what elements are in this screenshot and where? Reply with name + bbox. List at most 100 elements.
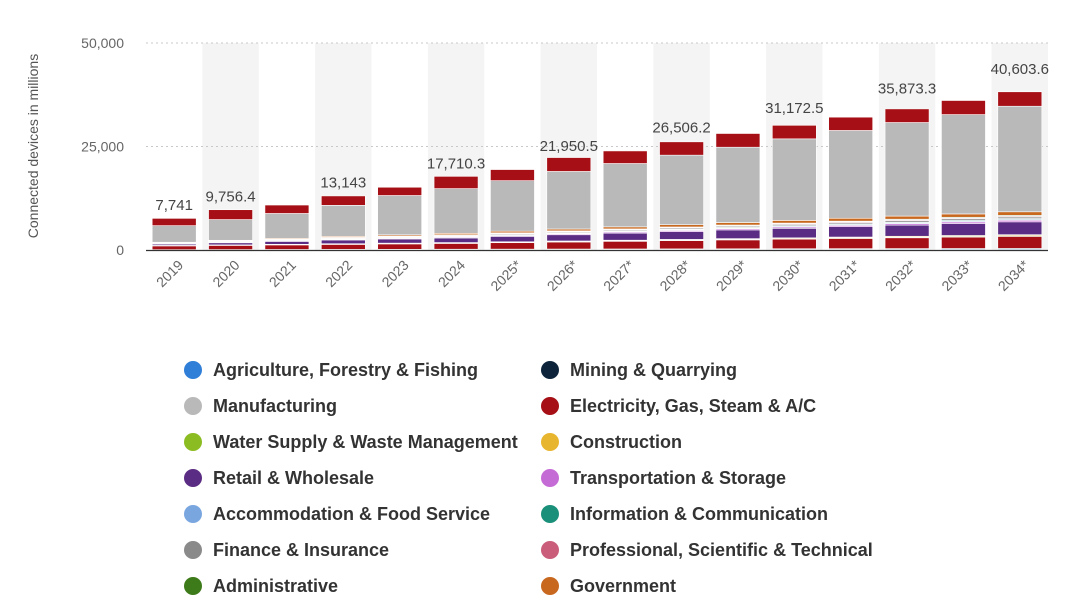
legend-item[interactable]: Accommodation & Food Service (184, 500, 541, 528)
bar-segment (264, 244, 310, 250)
x-tick-label: 2027* (600, 256, 638, 294)
bar-stack (884, 108, 930, 251)
bar-stack (772, 124, 817, 251)
x-tick-label: 2025* (487, 256, 525, 294)
legend-marker-icon (541, 469, 559, 487)
legend-item[interactable]: Information & Communication (541, 500, 901, 528)
y-tick-label: 25,000 (81, 139, 124, 155)
legend-item[interactable]: Transportation & Storage (541, 464, 901, 492)
legend-label: Government (570, 575, 677, 596)
legend-marker-icon (541, 541, 559, 559)
bar-segment (546, 171, 592, 230)
legend-item[interactable]: Electricity, Gas, Steam & A/C (541, 392, 901, 420)
legend-marker-icon (541, 505, 559, 523)
legend-item[interactable]: Agriculture, Forestry & Fishing (184, 356, 541, 384)
bar-segment (208, 209, 253, 220)
x-tick-label: 2029* (713, 256, 751, 294)
bar-segment (490, 236, 535, 243)
total-label: 21,950.5 (540, 138, 598, 155)
legend-label: Finance & Insurance (213, 539, 390, 560)
legend-item[interactable]: Administrative (184, 572, 541, 600)
legend-label: Transportation & Storage (570, 467, 787, 488)
legend-item[interactable]: Government (541, 572, 901, 600)
bar-segment (941, 100, 986, 115)
bar-stack (151, 218, 197, 251)
x-tick-label: 2024 (435, 257, 468, 290)
x-tick-label: 2034* (995, 256, 1033, 294)
x-tick-label: 2019 (153, 257, 186, 290)
bar-segment (772, 220, 817, 224)
bar-segment (433, 237, 479, 243)
bar-segment (997, 221, 1043, 235)
bar-segment (772, 124, 817, 140)
bar-segment (433, 176, 479, 189)
legend-marker-icon (184, 469, 202, 487)
bar-segment (151, 225, 197, 243)
legend-marker-icon (541, 577, 559, 595)
bar-segment (151, 218, 197, 226)
legend-label: Electricity, Gas, Steam & A/C (570, 395, 817, 416)
bar-segment (772, 138, 817, 221)
bar-segment (941, 236, 986, 249)
bar-segment (884, 108, 930, 123)
y-axis-ticks: 0 25,000 50,000 (81, 35, 124, 258)
legend-item[interactable]: Finance & Insurance (184, 536, 541, 564)
legend-label: Water Supply & Waste Management (213, 431, 518, 452)
bar-segment (997, 211, 1043, 216)
bar-segment (602, 226, 648, 230)
bar-segment (997, 236, 1043, 249)
x-tick-label: 2023 (378, 257, 411, 290)
bar-stack (377, 186, 422, 251)
total-label: 13,143 (320, 175, 366, 192)
legend-marker-icon (541, 397, 559, 415)
bar-segment (546, 157, 592, 172)
legend-item[interactable]: Retail & Wholesale (184, 464, 541, 492)
bar-segment (941, 223, 986, 236)
bar-segment (997, 105, 1043, 213)
bar-segment (884, 122, 930, 217)
bar-segment (772, 228, 817, 239)
bar-segment (659, 240, 704, 250)
legend-item[interactable]: Manufacturing (184, 392, 541, 420)
bar-segment (659, 154, 704, 226)
bar-stack (208, 209, 253, 251)
legend-label: Accommodation & Food Service (213, 503, 491, 524)
bar-segment (490, 242, 535, 250)
legend-item[interactable]: Professional, Scientific & Technical (541, 536, 901, 564)
x-tick-label: 2030* (769, 256, 807, 294)
x-tick-label: 2020 (209, 257, 242, 290)
bar-segment (321, 205, 366, 237)
bar-stack (321, 195, 366, 251)
legend-item[interactable]: Mining & Quarrying (541, 356, 901, 384)
total-label: 9,756.4 (206, 189, 256, 206)
bar-segment (433, 243, 479, 250)
legend-label: Information & Communication (570, 503, 828, 524)
bar-segment (602, 232, 648, 241)
bar-stack (997, 91, 1043, 251)
bar-segment (884, 224, 930, 237)
y-tick-label: 0 (116, 242, 124, 258)
legend-item[interactable]: Construction (541, 428, 901, 456)
legend-label: Agriculture, Forestry & Fishing (213, 359, 479, 380)
bar-segment (490, 169, 535, 181)
bar-stack (433, 176, 479, 251)
legend-label: Professional, Scientific & Technical (570, 539, 873, 560)
bar-segment (208, 219, 253, 241)
legend-label: Retail & Wholesale (213, 467, 375, 488)
bar-segment (321, 244, 366, 250)
legend-marker-icon (184, 361, 202, 379)
legend-item[interactable]: Water Supply & Waste Management (184, 428, 541, 456)
legend-marker-icon (184, 541, 202, 559)
bar-segment (264, 204, 310, 214)
bar-segment (828, 130, 873, 219)
bar-segment (321, 195, 366, 206)
legend-label: Mining & Quarrying (570, 359, 738, 380)
bar-segment (208, 242, 253, 246)
bar-segment (546, 241, 592, 250)
bar-segment (884, 215, 930, 220)
bar-stack (546, 157, 592, 251)
bar-stack (828, 116, 873, 251)
bar-segment (433, 188, 479, 234)
x-tick-label: 2028* (656, 256, 694, 294)
total-label: 31,172.5 (765, 100, 823, 117)
